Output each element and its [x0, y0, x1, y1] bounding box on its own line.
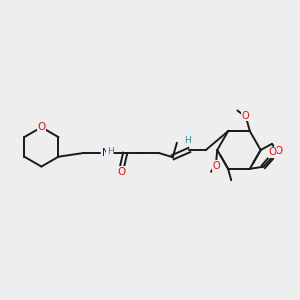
Text: O: O — [274, 146, 282, 156]
Text: O: O — [37, 122, 46, 132]
Text: O: O — [242, 111, 250, 121]
Text: O: O — [117, 167, 125, 177]
Text: O: O — [212, 160, 220, 170]
Text: O: O — [268, 147, 277, 157]
Text: H: H — [107, 146, 113, 155]
Text: H: H — [184, 136, 190, 145]
Text: N: N — [102, 148, 110, 158]
